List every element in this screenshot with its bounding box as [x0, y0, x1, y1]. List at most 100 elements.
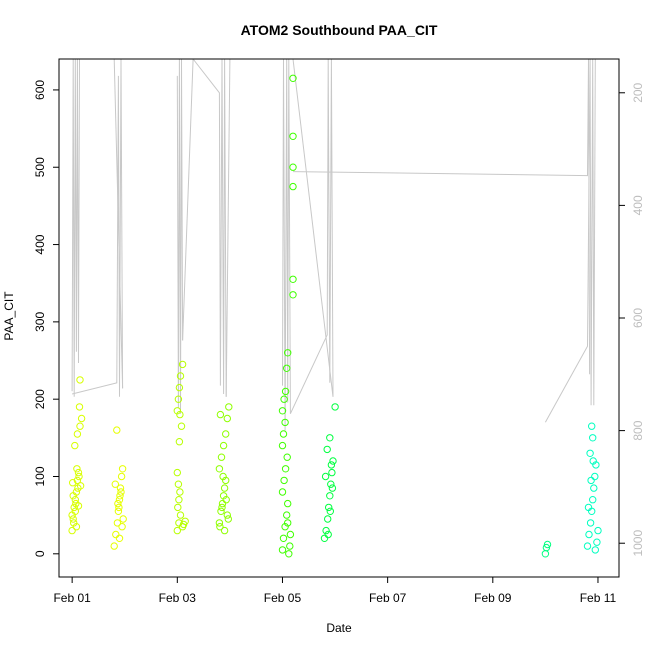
data-point — [222, 430, 230, 438]
data-point — [73, 476, 82, 485]
y2-tick-label: 800 — [631, 420, 645, 440]
data-point — [115, 496, 124, 504]
y-tick-label: 500 — [33, 157, 47, 177]
data-point — [281, 523, 289, 531]
data-point — [217, 507, 225, 515]
data-point — [113, 426, 121, 434]
data-point — [115, 534, 124, 542]
data-point — [326, 507, 334, 515]
data-point — [285, 550, 293, 558]
x-tick-label: Feb 01 — [53, 591, 91, 605]
data-point — [278, 407, 287, 415]
data-point — [76, 376, 84, 384]
line-segment — [544, 58, 596, 423]
data-point — [278, 441, 287, 450]
data-point — [110, 542, 118, 550]
line-series — [71, 58, 596, 431]
data-point — [587, 476, 595, 485]
data-point — [220, 484, 229, 492]
data-point — [588, 422, 596, 430]
data-point — [215, 519, 224, 527]
line-segment — [225, 58, 231, 397]
y-tick-label: 100 — [33, 466, 47, 486]
data-point — [591, 472, 599, 481]
data-point — [283, 364, 291, 372]
data-point — [69, 515, 77, 523]
data-point — [218, 499, 227, 508]
line-segment — [289, 58, 334, 414]
y-axis-label: PAA_CIT — [2, 291, 16, 341]
axes: Feb 01 Feb 03 Feb 05 Feb 07 Feb 09 Feb 11 0 100… — [33, 80, 645, 605]
data-point — [542, 543, 551, 552]
data-point — [75, 403, 84, 411]
y-tick-label: 0 — [33, 550, 47, 557]
data-point — [174, 395, 183, 403]
data-point — [590, 484, 598, 492]
line-segment — [292, 58, 334, 397]
data-point — [289, 275, 297, 283]
data-point — [217, 453, 226, 461]
data-point — [75, 472, 83, 481]
data-point — [215, 465, 224, 473]
data-point — [541, 550, 550, 558]
data-point — [222, 476, 230, 485]
data-point — [284, 349, 292, 357]
data-point — [173, 407, 182, 415]
data-point — [216, 523, 224, 531]
data-point — [175, 383, 184, 392]
data-point — [225, 403, 233, 411]
data-point — [218, 503, 226, 512]
data-point — [114, 499, 122, 508]
data-point — [289, 132, 297, 141]
data-point — [117, 488, 125, 496]
data-point — [289, 74, 297, 83]
y-tick-label: 300 — [33, 312, 47, 332]
data-point — [111, 480, 120, 488]
data-point — [594, 526, 602, 535]
data-point — [589, 434, 597, 442]
data-point — [280, 476, 288, 485]
data-point — [219, 472, 227, 481]
data-point — [115, 503, 123, 512]
data-point — [118, 465, 127, 473]
data-point — [113, 519, 122, 527]
data-point — [325, 503, 333, 512]
data-point — [77, 414, 86, 423]
data-point — [223, 511, 232, 519]
y2-tick-label: 1000 — [631, 530, 645, 557]
data-point — [76, 482, 85, 490]
data-point — [114, 507, 123, 515]
data-point — [69, 492, 77, 500]
data-point — [328, 484, 337, 492]
data-point — [223, 414, 232, 423]
line-segment — [192, 58, 227, 397]
data-point — [175, 496, 183, 504]
data-point — [70, 503, 78, 512]
line-segment — [176, 58, 184, 414]
data-point — [116, 484, 125, 492]
data-point — [219, 441, 228, 450]
data-point — [174, 503, 182, 512]
data-point — [321, 472, 330, 481]
x-tick-label: Feb 07 — [369, 591, 407, 605]
line-segment — [113, 58, 124, 389]
data-point — [74, 502, 83, 510]
data-point — [74, 468, 83, 477]
data-point — [584, 503, 593, 512]
data-point — [173, 526, 182, 535]
data-point — [176, 511, 185, 519]
data-point — [589, 496, 597, 504]
data-point — [286, 542, 294, 550]
data-point — [118, 523, 126, 531]
data-point — [289, 182, 297, 191]
y-tick-label: 600 — [33, 80, 47, 100]
data-point — [279, 430, 288, 438]
data-point — [175, 438, 184, 446]
data-point — [68, 526, 76, 535]
data-point — [176, 372, 185, 380]
line-segment — [71, 58, 80, 397]
data-point — [331, 403, 339, 411]
data-point — [71, 507, 80, 515]
y2-tick-label: 400 — [631, 195, 645, 215]
